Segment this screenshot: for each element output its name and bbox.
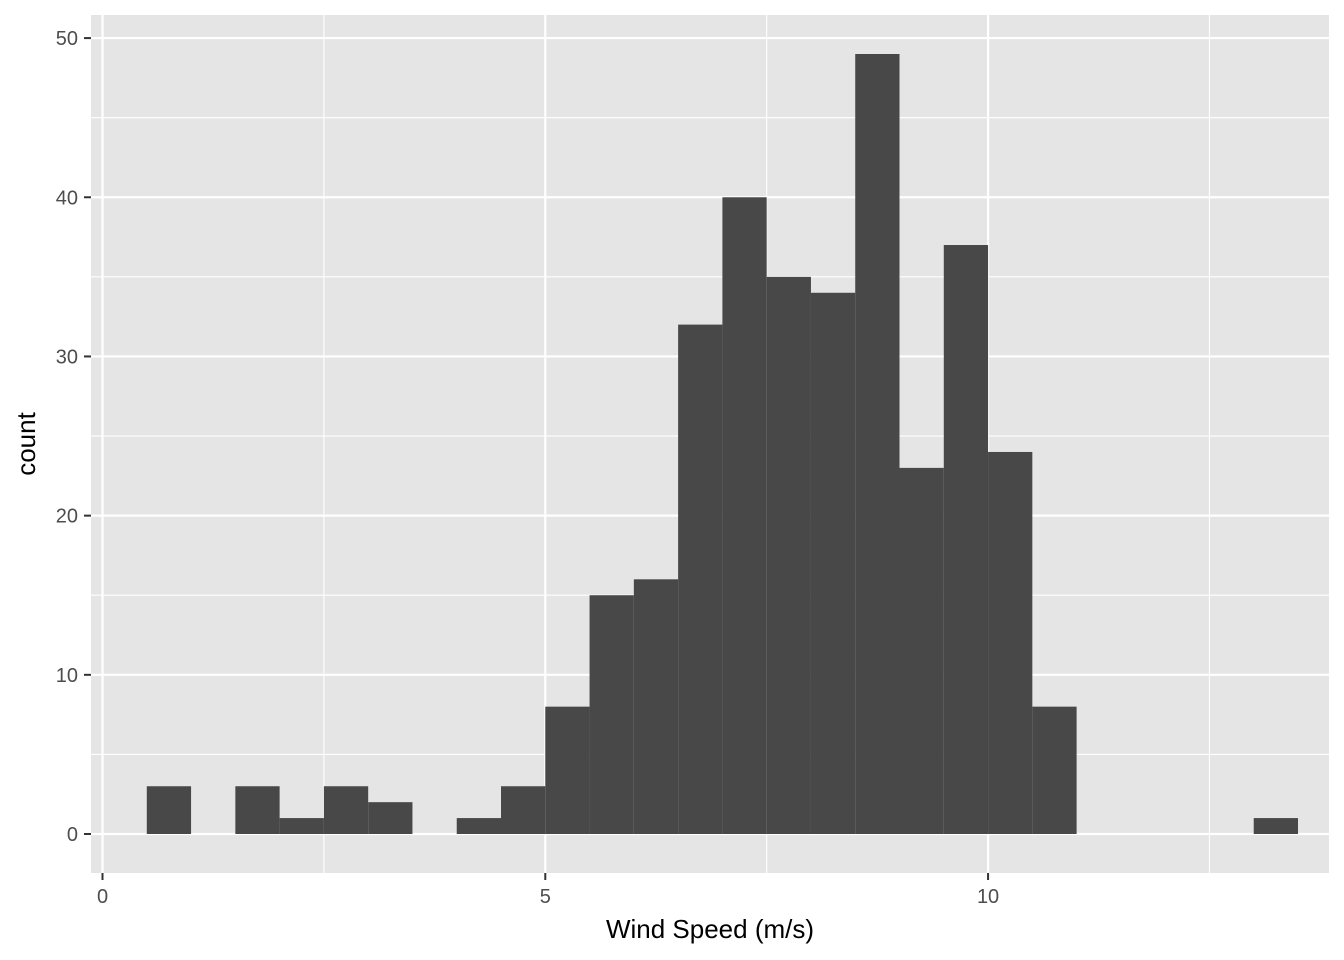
x-tick-label: 0	[97, 886, 108, 908]
histogram-bar	[633, 579, 679, 834]
y-axis: 0 10 20 30 40 50	[56, 28, 91, 846]
histogram-bar	[545, 706, 590, 834]
y-axis-title: count	[11, 411, 41, 475]
histogram-bar	[235, 786, 280, 834]
histogram-bar	[1253, 818, 1299, 834]
histogram-bar	[368, 802, 413, 834]
x-axis: 0 5 10	[97, 873, 999, 908]
x-tick-label: 10	[977, 886, 999, 908]
histogram-bar	[1032, 706, 1077, 834]
y-tick-label: 20	[56, 506, 78, 528]
histogram-bar	[279, 818, 324, 834]
y-tick-label: 10	[56, 665, 78, 687]
histogram-bars	[146, 54, 1299, 835]
histogram-bar	[722, 197, 767, 834]
y-tick-label: 0	[67, 824, 78, 846]
histogram-bar	[323, 786, 369, 834]
histogram-bar	[899, 467, 944, 834]
x-axis-title: Wind Speed (m/s)	[606, 914, 814, 944]
histogram-bar	[855, 54, 900, 834]
x-tick-label: 5	[540, 886, 551, 908]
histogram-bar	[678, 324, 723, 834]
histogram-bar	[456, 818, 502, 834]
histogram-bar	[943, 245, 989, 835]
histogram-bar	[988, 451, 1033, 834]
y-tick-label: 40	[56, 187, 78, 209]
y-tick-label: 50	[56, 28, 78, 50]
histogram-bar	[766, 276, 811, 834]
histogram-bar	[146, 786, 192, 834]
histogram-bar	[589, 595, 634, 834]
y-tick-label: 30	[56, 346, 78, 368]
histogram-bar	[810, 292, 856, 834]
histogram-bar	[501, 786, 546, 834]
